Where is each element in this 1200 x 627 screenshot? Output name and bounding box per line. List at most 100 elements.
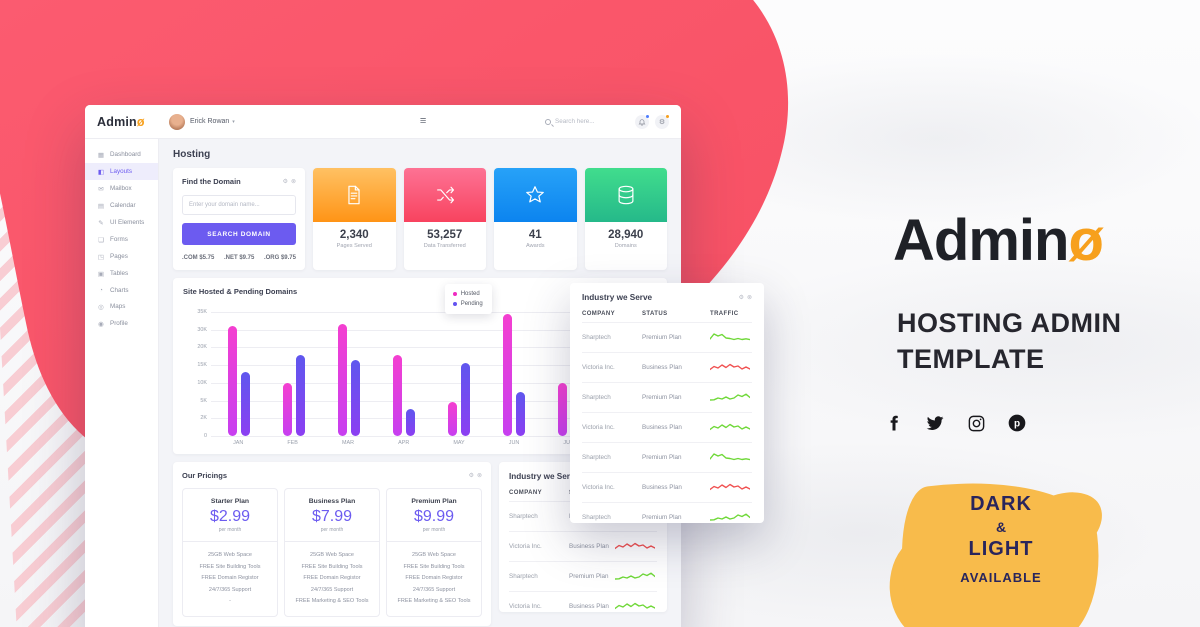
plan-card-starter-plan: Starter Plan $2.99 per month 25GB Web Space…	[182, 488, 278, 617]
stat-card-pages-served: 2,340 Pages Served	[313, 168, 396, 270]
gridline	[211, 312, 651, 313]
plan-feature: -	[229, 598, 231, 605]
plan-price: $9.99	[413, 508, 455, 525]
table-row: Sharptech Premium Plan	[582, 382, 752, 412]
find-domain-card: Find the Domain ⚙ ⊗ Enter your domain nam…	[173, 168, 305, 270]
plan-price: $2.99	[209, 508, 251, 525]
domain-input[interactable]: Enter your domain name...	[182, 195, 296, 215]
search-domain-button[interactable]: SEARCH DOMAIN	[182, 223, 296, 245]
plan-price: $7.99	[311, 508, 353, 525]
user-name[interactable]: Erick Rowan	[190, 118, 230, 125]
dashboard-topbar: Adminø Erick Rowan ▾ ≡ Search here... ⚙	[85, 105, 681, 139]
bar-group-may	[447, 312, 470, 436]
plan-name: Premium Plan	[411, 498, 457, 505]
company-cell: Sharptech	[509, 573, 538, 580]
sidebar-item-pages[interactable]: ◳ Pages	[85, 248, 158, 265]
legend-label: Hosted	[460, 291, 480, 297]
plan-feature: FREE Marketing & SEO Tools	[397, 598, 471, 605]
company-cell: Victoria Inc.	[582, 364, 615, 371]
social-links: p	[884, 413, 1027, 433]
table-row: Sharptech Premium Plan	[509, 561, 657, 591]
y-axis-tick: 5K	[200, 397, 207, 404]
bar-pending	[460, 363, 470, 436]
sidebar-item-label: UI Elements	[110, 219, 145, 226]
sidebar-item-layouts[interactable]: ◧ Layouts	[85, 163, 158, 180]
sidebar: ▦ Dashboard ◧ Layouts ✉ Mailbox ▤ Calendar ✎ UI E…	[85, 139, 159, 627]
app-logo[interactable]: Adminø	[97, 114, 145, 129]
status-cell: Business Plan	[569, 543, 609, 550]
traffic-sparkline	[709, 332, 751, 340]
promo-tagline: HOSTING ADMIN TEMPLATE	[897, 308, 1122, 375]
sidebar-item-forms[interactable]: ❏ Forms	[85, 231, 158, 248]
page-title: Hosting	[173, 149, 211, 160]
bar-hosted	[392, 354, 402, 436]
gear-icon[interactable]: ⚙	[738, 295, 744, 301]
status-cell: Premium Plan	[642, 334, 682, 341]
twitter-icon[interactable]	[925, 413, 945, 433]
x-axis-tick: JAN	[233, 440, 244, 446]
gear-icon[interactable]: ⚙	[282, 179, 288, 185]
x-axis-tick: JUN	[508, 440, 520, 446]
legend-dot	[452, 292, 457, 297]
status-cell: Premium Plan	[569, 573, 609, 580]
stat-label: Data Transferred	[423, 243, 466, 249]
y-axis-tick: 0	[204, 433, 207, 439]
gridline	[211, 329, 651, 331]
sidebar-item-profile[interactable]: ◉ Profile	[85, 315, 158, 332]
avatar[interactable]	[169, 113, 185, 130]
sidebar-item-label: Pages	[110, 253, 128, 260]
chart-title: Site Hosted & Pending Domains	[183, 287, 298, 296]
availability-badge: DARK & LIGHT AVAILABLE	[873, 466, 1113, 627]
close-icon[interactable]: ⊗	[746, 295, 752, 301]
status-cell: Premium Plan	[642, 454, 682, 461]
sidebar-item-calendar[interactable]: ▤ Calendar	[85, 197, 158, 214]
sidebar-item-mailbox[interactable]: ✉ Mailbox	[85, 180, 158, 197]
gridline	[211, 436, 651, 437]
sidebar-item-label: Charts	[110, 286, 129, 294]
company-cell: Sharptech	[509, 513, 538, 520]
tld-prices: .COM $5.75 .NET $9.75 .ORG $9.75	[182, 255, 296, 261]
stat-value: 28,940	[608, 229, 644, 241]
sidebar-item-ui-elements[interactable]: ✎ UI Elements	[85, 214, 158, 231]
stat-value: 2,340	[339, 229, 369, 241]
settings-dot	[665, 114, 669, 118]
plan-card-business-plan: Business Plan $7.99 per month 25GB Web Spac…	[284, 488, 380, 617]
sidebar-item-label: Mailbox	[110, 185, 132, 192]
traffic-sparkline	[709, 452, 751, 460]
table-row: Victoria Inc. Business Plan	[509, 591, 657, 612]
bar-pending	[405, 409, 415, 436]
sidebar-item-tables[interactable]: ▣ Tables	[85, 265, 158, 282]
legend-item-pending[interactable]: Pending	[452, 299, 483, 309]
instagram-icon[interactable]	[966, 413, 986, 433]
company-cell: Victoria Inc.	[509, 543, 542, 550]
chevron-down-icon: ▾	[232, 118, 235, 125]
table-row: Victoria Inc. Business Plan	[582, 472, 752, 502]
sidebar-item-dashboard[interactable]: ▦ Dashboard	[85, 146, 158, 163]
bar-pending	[240, 372, 250, 436]
sidebar-item-label: Tables	[110, 270, 129, 277]
x-axis-tick: MAR	[342, 440, 354, 446]
menu-toggle-icon[interactable]: ≡	[419, 115, 427, 127]
settings-button[interactable]: ⚙	[655, 114, 669, 129]
bar-hosted	[337, 324, 347, 436]
legend-item-hosted[interactable]: Hosted	[452, 289, 483, 299]
sidebar-item-maps[interactable]: ◎ Maps	[85, 298, 158, 315]
search-input[interactable]: Search here...	[545, 118, 629, 125]
status-cell: Business Plan	[642, 484, 682, 491]
document-icon	[348, 185, 360, 205]
pinterest-icon[interactable]: p	[1007, 413, 1027, 433]
facebook-icon[interactable]	[884, 413, 904, 433]
notification-dot	[645, 114, 649, 118]
profile-icon: ◉	[98, 320, 104, 328]
gear-icon[interactable]: ⚙	[468, 473, 474, 479]
sidebar-item-charts[interactable]: ◔ Charts	[85, 282, 158, 298]
gridline	[211, 418, 651, 420]
close-icon[interactable]: ⊗	[476, 473, 482, 479]
table-row: Sharptech Premium Plan	[582, 322, 752, 352]
close-icon[interactable]: ⊗	[290, 179, 296, 185]
bar-group-jan	[227, 312, 250, 436]
pricing-card: Our Pricings ⚙ ⊗ Starter Plan $2.99 per mon…	[173, 462, 491, 626]
plan-feature: 25GB Web Space	[208, 552, 252, 558]
notifications-button[interactable]	[635, 114, 649, 129]
